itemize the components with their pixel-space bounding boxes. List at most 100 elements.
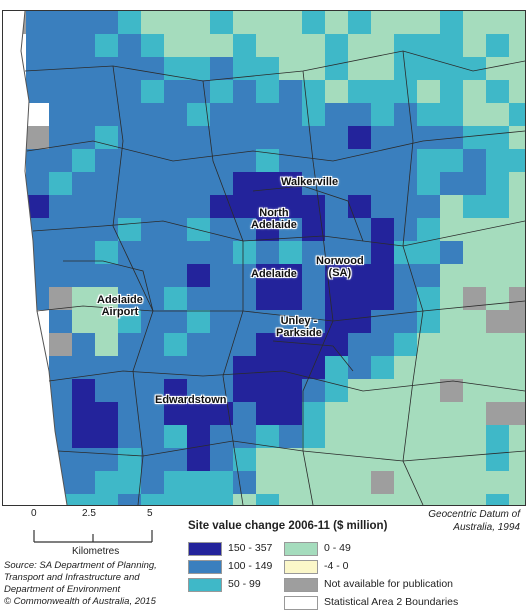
map-cell [233, 471, 257, 495]
map-cell [95, 149, 119, 173]
map-cell [118, 448, 142, 472]
map-cell [348, 264, 372, 288]
map-cell [417, 126, 441, 150]
map-cell [440, 471, 464, 495]
map-cell [256, 402, 280, 426]
map-cell [279, 448, 303, 472]
map-cell [302, 471, 326, 495]
map-cell [164, 11, 188, 35]
map-cell [26, 172, 50, 196]
map-cell [95, 310, 119, 334]
map-cell [210, 126, 234, 150]
sa2-boundary [63, 260, 154, 312]
map-cell [118, 425, 142, 449]
map-cell [118, 310, 142, 334]
map-cell [463, 218, 487, 242]
map-cell [233, 149, 257, 173]
map-cell [440, 218, 464, 242]
map-cell [187, 471, 211, 495]
map-cell [348, 494, 372, 505]
label-norwood: Norwood (SA) [316, 255, 364, 279]
map-cell [233, 80, 257, 104]
map-cell [210, 494, 234, 505]
map-cell [95, 448, 119, 472]
map-cell [279, 149, 303, 173]
map-cell [509, 57, 525, 81]
map-cell [187, 448, 211, 472]
map-cell [210, 34, 234, 58]
map-cell [486, 448, 510, 472]
map-cell [509, 333, 525, 357]
map-cell [233, 103, 257, 127]
map-cell [509, 402, 525, 426]
map-cell [463, 333, 487, 357]
map-cell [486, 172, 510, 196]
legend-swatch [284, 596, 318, 610]
map-cell [302, 425, 326, 449]
map-cell [440, 333, 464, 357]
map-cell [302, 402, 326, 426]
map-cell [325, 264, 349, 288]
map-cell [440, 57, 464, 81]
map-cell [118, 80, 142, 104]
source-line-3: Department of Environment [4, 584, 121, 595]
map-cell [95, 287, 119, 311]
source-note: Source: SA Department of Planning, Trans… [4, 560, 157, 608]
map-cell [394, 471, 418, 495]
map-cell [348, 402, 372, 426]
map-cell [72, 310, 96, 334]
map-cell [486, 402, 510, 426]
map-cell [509, 287, 525, 311]
map-cell [371, 310, 395, 334]
map-cell [440, 195, 464, 219]
map-cell [49, 379, 73, 403]
map-cell [210, 310, 234, 334]
map-cell [394, 126, 418, 150]
map-cell [141, 333, 165, 357]
map-cell [348, 103, 372, 127]
map-cell [118, 287, 142, 311]
map-cell [509, 218, 525, 242]
map-cell [279, 57, 303, 81]
legend-label: Not available for publication [324, 578, 453, 590]
map-cell [49, 103, 73, 127]
map-cell [141, 57, 165, 81]
map-cell [256, 287, 280, 311]
map-cell [26, 34, 50, 58]
map-frame: Walkerville North Adelaide Norwood (SA) … [2, 10, 526, 506]
map-cell [486, 149, 510, 173]
map-cell [279, 195, 303, 219]
map-cell [440, 34, 464, 58]
map-cell [164, 287, 188, 311]
map-cell [256, 172, 280, 196]
map-cell [49, 333, 73, 357]
map-cell [256, 471, 280, 495]
map-cell [417, 241, 441, 265]
map-cell [486, 425, 510, 449]
sa2-boundary [302, 70, 334, 505]
map-cell [187, 126, 211, 150]
map-cell [348, 195, 372, 219]
map-cell [348, 287, 372, 311]
map-cell [394, 379, 418, 403]
map-cell [371, 103, 395, 127]
map-cell [49, 195, 73, 219]
map-cell [72, 126, 96, 150]
map-cell [164, 241, 188, 265]
map-cell [509, 379, 525, 403]
map-cell [371, 425, 395, 449]
map-cell [256, 11, 280, 35]
map-cell [509, 34, 525, 58]
map-cell [394, 57, 418, 81]
map-cell [72, 149, 96, 173]
label-unley-parkside: Unley - Parkside [276, 315, 322, 339]
map-cell [509, 80, 525, 104]
map-cell [509, 149, 525, 173]
map-cell [486, 80, 510, 104]
map-cell [486, 218, 510, 242]
map-cell [187, 287, 211, 311]
map-cell [95, 494, 119, 505]
map-cell [348, 379, 372, 403]
map-cell [256, 126, 280, 150]
map-cell [348, 34, 372, 58]
